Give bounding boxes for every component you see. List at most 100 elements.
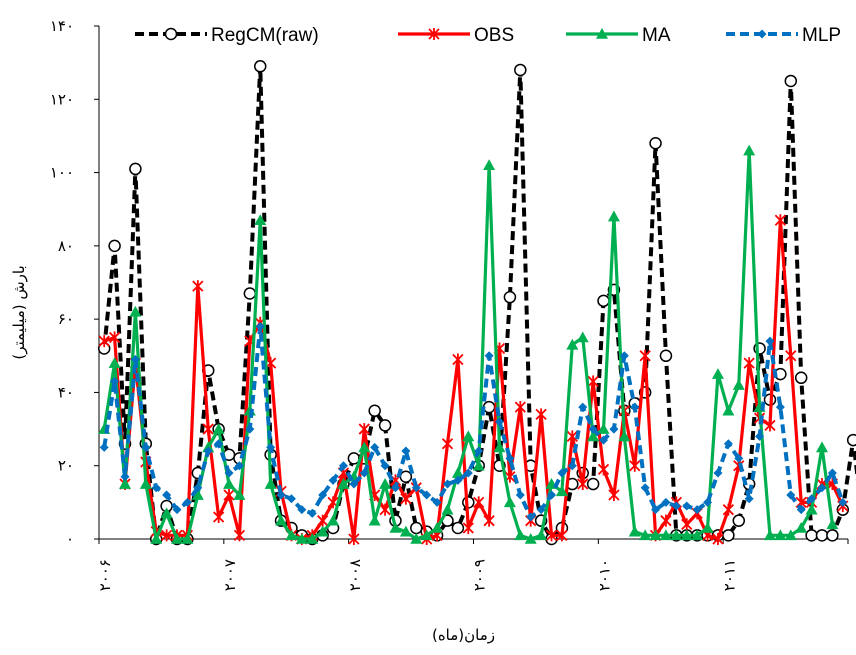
data-point	[807, 494, 817, 504]
marker-diamond	[588, 424, 598, 434]
data-point	[838, 497, 848, 507]
marker-circle	[503, 290, 517, 304]
marker-triangle	[275, 514, 288, 526]
data-point	[743, 357, 755, 370]
data-point	[359, 468, 369, 478]
data-point	[285, 529, 298, 541]
marker-diamond	[734, 453, 744, 463]
data-point	[514, 63, 527, 77]
data-point	[245, 424, 255, 434]
data-point	[162, 490, 172, 500]
data-point	[276, 490, 286, 500]
data-point	[597, 423, 610, 434]
data-point	[254, 214, 267, 226]
x-tick-label: ۲۰۰۹	[471, 559, 489, 591]
marker-circle	[722, 529, 735, 542]
marker-diamond	[110, 376, 120, 386]
marker-triangle	[763, 529, 776, 541]
data-point	[608, 489, 620, 502]
marker-triangle	[524, 533, 537, 544]
series-line	[102, 64, 856, 541]
marker-triangle	[327, 514, 340, 526]
marker-triangle	[389, 522, 402, 533]
data-point	[670, 529, 683, 541]
legend-marker	[757, 29, 767, 39]
data-point	[503, 290, 517, 304]
data-point	[432, 497, 442, 507]
marker-diamond	[755, 431, 765, 441]
data-point	[233, 489, 246, 500]
marker-circle	[586, 477, 600, 491]
data-point	[514, 401, 526, 414]
data-point	[441, 503, 454, 515]
data-point	[567, 461, 577, 471]
data-point	[462, 522, 474, 535]
data-point	[442, 479, 452, 489]
marker-diamond	[390, 483, 400, 493]
data-point	[463, 468, 473, 478]
marker-diamond	[328, 475, 338, 485]
marker-diamond	[671, 501, 681, 511]
data-point	[110, 376, 120, 386]
data-point	[701, 522, 714, 533]
data-point	[129, 305, 142, 317]
marker-triangle	[191, 489, 204, 500]
marker-triangle	[607, 210, 620, 222]
data-point	[609, 424, 619, 434]
data-point	[368, 514, 381, 526]
data-point	[557, 468, 567, 478]
data-point	[452, 353, 464, 366]
data-point	[108, 357, 121, 368]
data-point	[775, 402, 785, 412]
marker-diamond	[682, 501, 692, 511]
data-point	[784, 529, 797, 541]
data-point	[337, 478, 350, 489]
data-point	[182, 497, 192, 507]
marker-triangle	[181, 533, 194, 544]
data-point	[661, 497, 671, 507]
y-tick-label: ۴۰	[58, 383, 74, 401]
marker-triangle	[784, 529, 797, 541]
marker-triangle	[659, 529, 672, 541]
data-point	[316, 525, 329, 537]
marker-diamond	[151, 483, 161, 493]
marker-triangle	[795, 522, 808, 533]
data-point	[713, 468, 723, 478]
marker-triangle	[358, 441, 371, 453]
marker-triangle	[420, 529, 433, 541]
data-point	[451, 521, 465, 535]
data-point	[141, 442, 151, 452]
marker-diamond	[827, 468, 837, 478]
marker-triangle	[701, 522, 714, 533]
legend-item: MA	[566, 25, 671, 46]
x-tick-label: ۲۰۱۱	[720, 559, 738, 591]
marker-circle	[597, 294, 610, 308]
marker-diamond	[172, 505, 182, 515]
marker-triangle	[743, 144, 756, 156]
data-point	[681, 518, 693, 531]
marker-triangle	[233, 489, 246, 500]
marker-diamond	[359, 468, 369, 478]
marker-circle	[368, 404, 381, 417]
data-point	[526, 512, 536, 522]
marker-triangle	[451, 467, 464, 478]
data-point	[576, 331, 589, 343]
data-point	[755, 431, 765, 441]
marker-diamond	[141, 442, 151, 452]
data-point	[390, 483, 400, 493]
data-point	[358, 423, 370, 436]
x-tick-label: ۲۰۱۰	[596, 559, 614, 591]
data-point	[422, 490, 432, 500]
data-point	[150, 533, 163, 544]
marker-circle	[399, 470, 413, 483]
data-point	[483, 514, 495, 527]
data-point	[535, 408, 547, 421]
series-line	[103, 218, 845, 541]
data-point	[317, 514, 329, 527]
data-point	[129, 162, 142, 176]
data-point	[536, 505, 546, 515]
marker-triangle	[316, 525, 329, 537]
data-point	[566, 430, 578, 443]
data-point	[722, 529, 735, 542]
data-point	[815, 441, 828, 453]
